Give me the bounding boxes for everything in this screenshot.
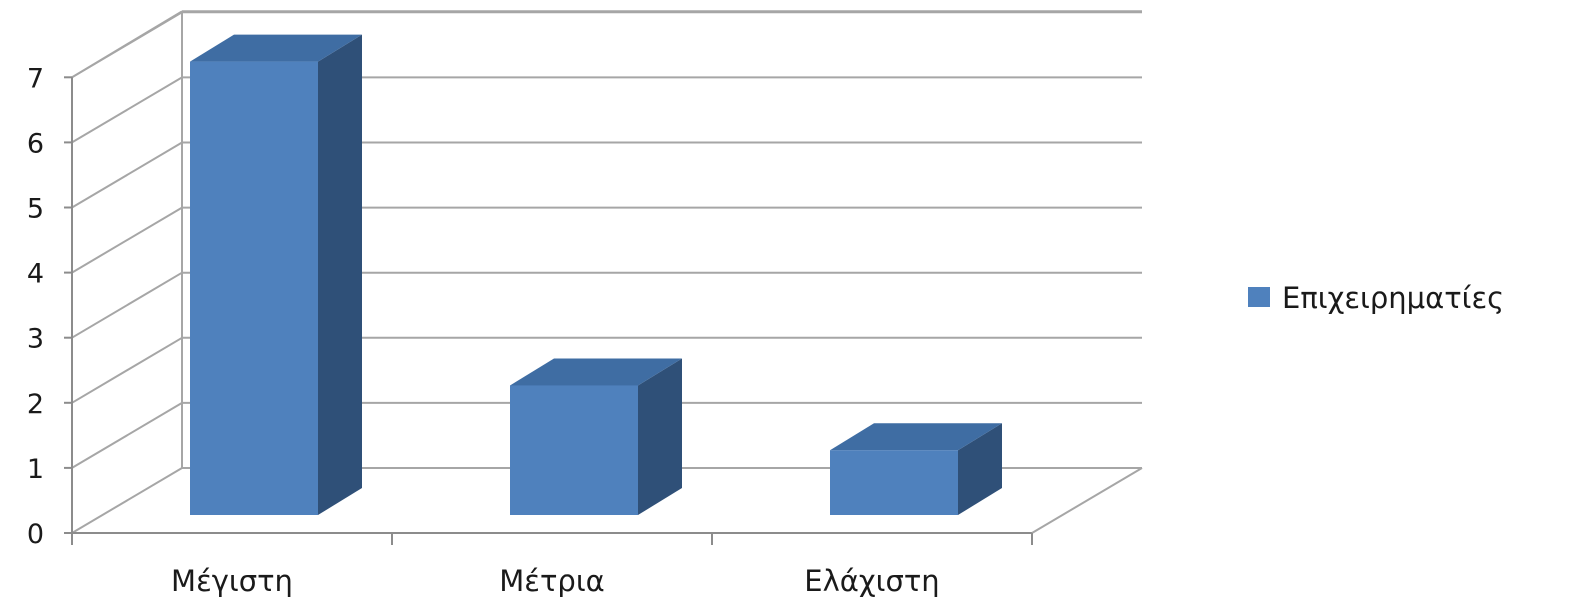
bar-side-face	[958, 423, 1002, 515]
gridline-diagonal	[71, 206, 183, 274]
y-tick-label: 4	[27, 259, 44, 290]
gridline-diagonal	[71, 467, 183, 534]
wall-top-diagonal	[71, 10, 183, 79]
x-category-label: Μέτρια	[499, 564, 605, 598]
y-tick-label: 0	[27, 519, 44, 550]
x-category-label: Μέγιστη	[171, 564, 293, 598]
y-tick-label: 7	[27, 63, 44, 94]
legend-label: Επιχειρηματίες	[1282, 281, 1504, 315]
bar-side-face	[318, 34, 362, 516]
floor-right-edge	[1031, 467, 1143, 534]
y-tick-label: 1	[27, 454, 44, 485]
bar-top-face	[190, 34, 362, 62]
x-category-labels: Μέγιστη Μέτρια Ελάχιστη	[171, 564, 940, 598]
bar-front-face	[190, 61, 318, 516]
gridline-diagonal	[71, 141, 183, 209]
y-tick-label: 5	[27, 194, 44, 225]
gridline-diagonal	[71, 336, 183, 404]
bar-side-face	[638, 358, 682, 515]
y-tick-label: 6	[27, 128, 44, 159]
y-tick-label: 2	[27, 389, 44, 420]
bar-2	[510, 358, 682, 515]
bar-1	[190, 34, 362, 516]
gridline-diagonal	[71, 271, 183, 339]
bar-3	[830, 423, 1002, 515]
x-category-label: Ελάχιστη	[804, 564, 939, 598]
bar-top-face	[510, 358, 682, 386]
bar-top-face	[830, 423, 1002, 451]
bar-front-face	[510, 385, 638, 515]
axes	[64, 76, 1143, 545]
legend: Επιχειρηματίες	[1248, 281, 1504, 315]
y-tick-label: 3	[27, 324, 44, 355]
gridline-diagonal	[71, 402, 183, 469]
y-tick-labels: 0 1 2 3 4 5 6 7	[27, 63, 44, 550]
legend-swatch	[1248, 287, 1270, 307]
bar-front-face	[830, 450, 958, 515]
gridline-diagonal	[71, 76, 183, 144]
bars	[190, 34, 1002, 516]
